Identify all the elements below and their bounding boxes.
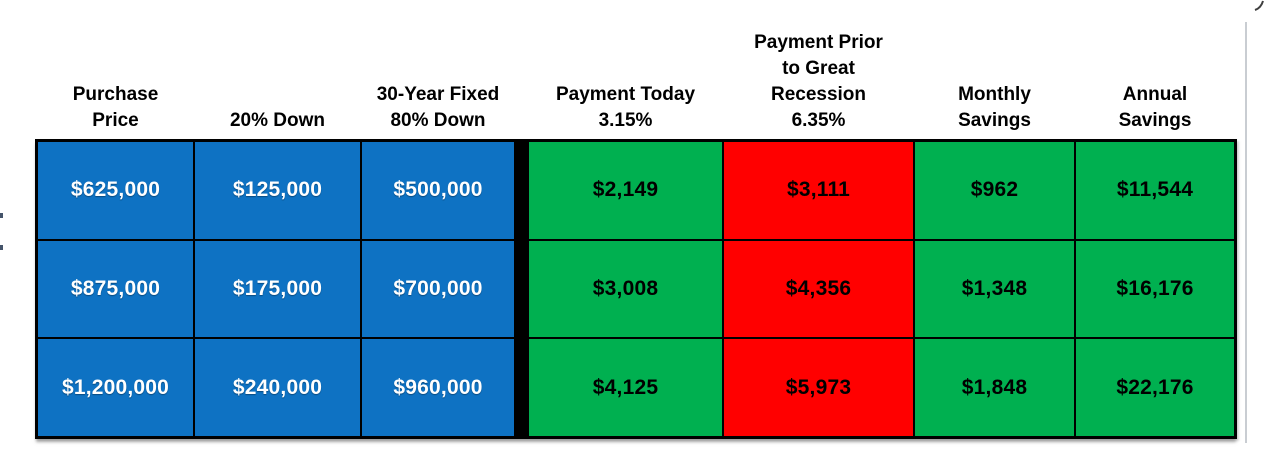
table-cell-annual-savings: $16,176 (1076, 240, 1234, 338)
table-divider-bar (516, 142, 527, 239)
header-20-down: 20% Down (229, 110, 326, 131)
header-annual-savings: Annual Savings (1118, 84, 1192, 131)
table-cell-payment-today: $3,008 (529, 240, 722, 338)
table-cell-payment-today: $2,149 (529, 142, 722, 239)
table-cell-annual-savings: $11,544 (1076, 142, 1234, 239)
table-cell-monthly-savings: $962 (915, 142, 1074, 239)
header-payment-prior: Payment Prior to Great Recession 6.35% (754, 32, 883, 131)
table-cell-loan-amount: $700,000 (362, 240, 514, 338)
table-cell-monthly-savings: $1,848 (915, 339, 1074, 436)
table-cell-purchase-price: $625,000 (38, 142, 193, 239)
table-cell-payment-prior: $4,356 (724, 240, 913, 338)
header-monthly-savings: Monthly Savings (958, 84, 1031, 131)
table-divider-bar (516, 339, 527, 436)
table-cell-payment-prior: $3,111 (724, 142, 913, 239)
table-header-row: Purchase Price 20% Down 30-Year Fixed 80… (35, 0, 1237, 139)
table-cell-purchase-price: $875,000 (38, 240, 193, 338)
table-cell-annual-savings: $22,176 (1076, 339, 1234, 436)
window-edge-line (1245, 22, 1247, 443)
cropped-text-squiggle (1254, 0, 1264, 11)
table-divider-bar (516, 240, 527, 338)
table-cell-down-payment: $240,000 (195, 339, 360, 436)
table-cell-payment-prior: $5,973 (724, 339, 913, 436)
table-cell-monthly-savings: $1,348 (915, 240, 1074, 338)
header-30-year-fixed: 30-Year Fixed 80% Down (376, 84, 500, 131)
cropped-left-mark (0, 245, 3, 250)
table-cell-down-payment: $125,000 (195, 142, 360, 239)
header-payment-today: Payment Today 3.15% (555, 84, 696, 131)
table-cell-down-payment: $175,000 (195, 240, 360, 338)
table-cell-purchase-price: $1,200,000 (38, 339, 193, 436)
table-cell-loan-amount: $500,000 (362, 142, 514, 239)
cropped-left-mark (0, 213, 3, 218)
table-cell-payment-today: $4,125 (529, 339, 722, 436)
table-cell-loan-amount: $960,000 (362, 339, 514, 436)
comparison-table: $625,000 $125,000 $500,000 $2,149 $3,111… (35, 139, 1237, 439)
header-purchase-price: Purchase Price (72, 84, 159, 131)
